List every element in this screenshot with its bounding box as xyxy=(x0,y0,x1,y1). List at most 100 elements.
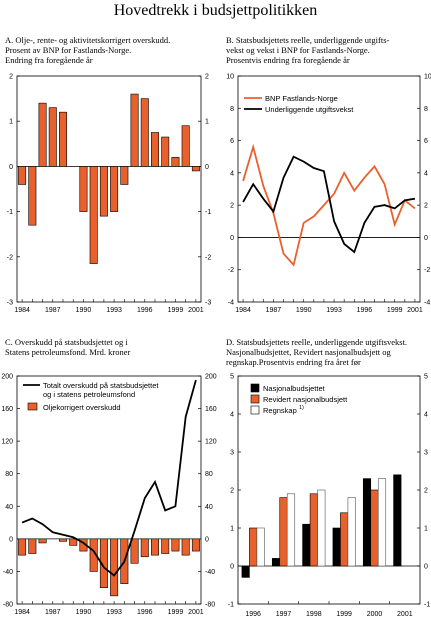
x-tick-label: 1990 xyxy=(296,307,312,314)
bar xyxy=(59,538,67,542)
bar xyxy=(347,497,356,567)
bar xyxy=(161,538,170,554)
panel-d-title: D. Statsbudsjettets reelle, underliggend… xyxy=(226,337,407,367)
x-tick-label: 1987 xyxy=(45,307,61,314)
series-line xyxy=(21,379,197,577)
x-tick-label: 2000 xyxy=(367,611,383,618)
y-tick-label-left: 160 xyxy=(1,406,13,413)
y-tick-label-left: 2 xyxy=(9,74,13,81)
y-tick-label-left: 40 xyxy=(5,504,13,511)
legend-label: og i statens petroleumsfond xyxy=(43,390,135,399)
legend-label: Regnskap xyxy=(263,406,297,415)
y-tick-label-left: -80 xyxy=(3,602,13,609)
bar xyxy=(181,125,190,167)
x-tick-label: 1993 xyxy=(106,307,122,314)
y-tick-label-right: 2 xyxy=(205,74,209,81)
panel-a-title-line: Prosent av BNP for Fastlands-Norge. xyxy=(5,45,132,55)
bar xyxy=(18,166,27,185)
bar xyxy=(191,538,200,552)
x-tick-label: 1998 xyxy=(306,611,322,618)
y-tick-label-right: 3 xyxy=(424,450,428,457)
series-line xyxy=(242,155,416,254)
x-tick-label: 1996 xyxy=(137,307,153,314)
bar xyxy=(99,166,108,217)
y-tick-label-right: 120 xyxy=(205,439,217,446)
x-tick-label: 2001 xyxy=(397,611,413,618)
bar xyxy=(151,132,159,167)
y-tick-label-left: 4 xyxy=(230,170,234,177)
bar xyxy=(332,527,341,567)
y-tick-label-left: 4 xyxy=(230,412,234,419)
y-tick-label-right: 160 xyxy=(205,406,217,413)
y-tick-label-left: -2 xyxy=(228,267,234,274)
y-tick-label-right: 0 xyxy=(424,564,428,571)
y-tick-label-right: 2 xyxy=(424,488,428,495)
y-tick-label-right: -2 xyxy=(424,267,430,274)
bar xyxy=(302,523,311,567)
y-tick-label-left: -1 xyxy=(228,602,234,609)
panel-b-title-line: Prosentvis endring fra foregående år xyxy=(226,55,350,65)
panel-c-frame xyxy=(16,375,202,605)
y-tick-label-left: 0 xyxy=(230,564,234,571)
x-tick-label: 2001 xyxy=(188,307,204,314)
bar xyxy=(241,565,250,578)
x-tick-label: 1999 xyxy=(168,609,184,616)
x-tick-label: 1999 xyxy=(387,307,403,314)
x-tick-label: 1993 xyxy=(106,609,122,616)
y-tick-label-left: -2 xyxy=(7,254,13,261)
x-tick-label: 1997 xyxy=(276,611,292,618)
y-tick-label-right: -1 xyxy=(424,602,430,609)
bar xyxy=(370,489,379,567)
y-tick-label-right: 0 xyxy=(205,536,209,543)
y-tick-label-left: 2 xyxy=(230,203,234,210)
bar xyxy=(38,102,47,167)
x-tick-label: 1990 xyxy=(76,307,92,314)
panel-d-title-line: regnskap.Prosentvis endring fra året før xyxy=(226,357,361,367)
bar xyxy=(59,111,67,167)
bar xyxy=(317,489,326,567)
panel-c-title: C. Overskudd på statsbudsjettet og i Sta… xyxy=(5,337,130,357)
y-tick-label-right: -1 xyxy=(205,209,211,216)
y-tick-label-left: -3 xyxy=(7,300,13,307)
panel-b-title: B. Statsbudsjettets reelle, underliggend… xyxy=(226,35,389,65)
y-tick-label-right: 5 xyxy=(424,374,428,381)
legend-label: Oljekorrigert overskudd xyxy=(43,403,121,412)
x-tick-label: 1993 xyxy=(326,307,342,314)
y-tick-label-left: 2 xyxy=(230,488,234,495)
bar xyxy=(110,166,119,212)
y-tick-label-right: -3 xyxy=(205,300,211,307)
bar xyxy=(249,527,258,567)
y-tick-label-left: 0 xyxy=(230,235,234,242)
bar xyxy=(171,538,180,552)
x-tick-label: 2001 xyxy=(407,307,423,314)
y-tick-label-left: 80 xyxy=(5,471,13,478)
x-tick-label: 1996 xyxy=(137,609,153,616)
bar xyxy=(18,538,27,556)
y-tick-label-left: -4 xyxy=(228,300,234,307)
panel-d-title-line: Nasjonalbudsjettet, Revidert nasjonalbud… xyxy=(226,347,391,357)
bar xyxy=(130,538,139,564)
y-tick-label-right: 80 xyxy=(205,471,213,478)
panel-a-title-line: A. Olje-, rente- og aktivitetskorrigert … xyxy=(5,35,171,45)
panel-c-title-line: C. Overskudd på statsbudsjettet og i xyxy=(5,337,128,347)
bar xyxy=(38,538,47,544)
y-tick-label-right: 8 xyxy=(424,106,428,113)
y-tick-label-right: 40 xyxy=(205,504,213,511)
x-tick-label: 1984 xyxy=(14,307,30,314)
y-tick-label-right: 6 xyxy=(424,138,428,145)
bar xyxy=(256,527,265,567)
y-tick-label-left: 0 xyxy=(9,164,13,171)
page-title: Hovedtrekk i budsjettpolitikken xyxy=(113,2,318,19)
panel-a-title-line: Endring fra foregående år xyxy=(5,55,93,65)
y-tick-label-left: 1 xyxy=(9,119,13,126)
x-tick-label: 1984 xyxy=(14,609,30,616)
bar xyxy=(89,538,98,572)
y-tick-label-right: 10 xyxy=(424,74,431,81)
y-tick-label-left: 1 xyxy=(230,526,234,533)
x-tick-label: 1990 xyxy=(76,609,92,616)
legend-label: Underliggende utgiftsvekst xyxy=(265,105,354,114)
x-tick-label: 1999 xyxy=(168,307,184,314)
bar xyxy=(377,478,387,567)
bar xyxy=(393,474,402,567)
